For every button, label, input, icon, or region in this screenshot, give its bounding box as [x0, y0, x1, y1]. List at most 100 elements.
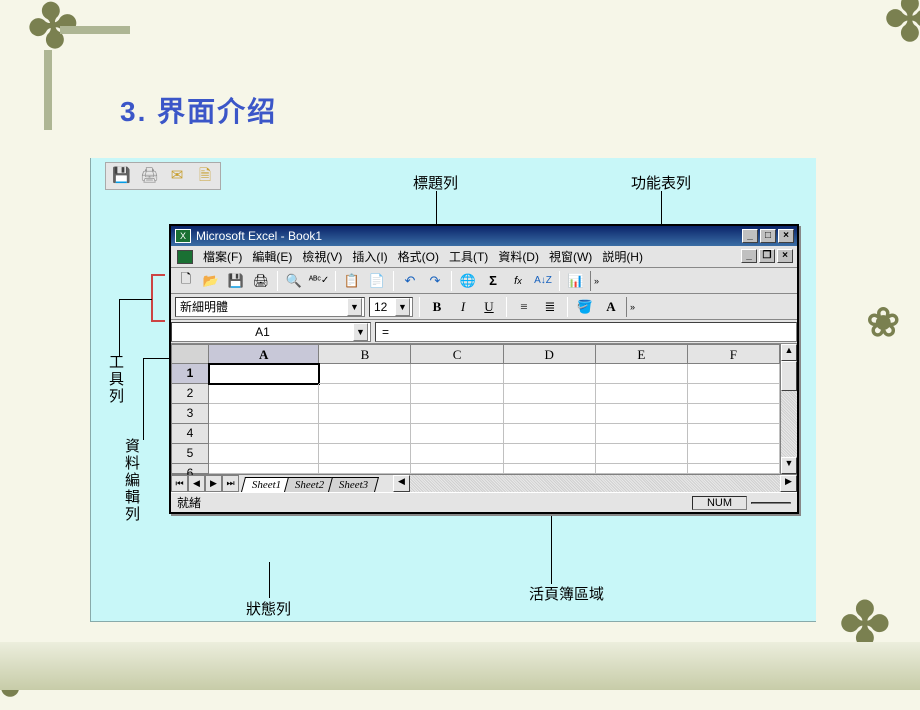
cell[interactable]: [319, 404, 411, 424]
paste-icon[interactable]: 📄: [366, 271, 388, 291]
row-header[interactable]: 4: [171, 424, 209, 444]
cell[interactable]: [596, 444, 688, 464]
select-all-corner[interactable]: [171, 344, 209, 364]
undo-icon[interactable]: ↶: [399, 271, 421, 291]
cell[interactable]: [411, 404, 503, 424]
cell[interactable]: [504, 444, 596, 464]
underline-button[interactable]: U: [478, 297, 500, 317]
maximize-button[interactable]: □: [760, 229, 776, 243]
row-header[interactable]: 5: [171, 444, 209, 464]
autosum-icon[interactable]: Σ: [482, 271, 504, 291]
cell-A1[interactable]: [209, 364, 319, 384]
cell[interactable]: [209, 404, 319, 424]
row-header[interactable]: 3: [171, 404, 209, 424]
scroll-right-icon[interactable]: ▶: [780, 475, 797, 492]
window-titlebar[interactable]: X Microsoft Excel - Book1 _ □ ×: [171, 226, 797, 246]
chart-icon[interactable]: 📊: [565, 271, 587, 291]
cell[interactable]: [319, 384, 411, 404]
row-header[interactable]: 6: [171, 464, 209, 474]
cell[interactable]: [504, 364, 596, 384]
function-icon[interactable]: fx: [507, 271, 529, 291]
name-box[interactable]: A1 ▼: [171, 322, 371, 342]
cell[interactable]: [688, 404, 780, 424]
cell[interactable]: [209, 444, 319, 464]
cell[interactable]: [504, 384, 596, 404]
italic-button[interactable]: I: [452, 297, 474, 317]
align-left-button[interactable]: ≡: [513, 297, 535, 317]
bold-button[interactable]: B: [426, 297, 448, 317]
hyperlink-icon[interactable]: 🌐: [457, 271, 479, 291]
cell[interactable]: [411, 444, 503, 464]
toolbar-more-icon[interactable]: »: [590, 271, 602, 291]
doc-close-button[interactable]: ×: [777, 249, 793, 263]
col-header[interactable]: D: [504, 344, 596, 364]
menu-window[interactable]: 視窗(W): [545, 246, 596, 267]
chevron-down-icon[interactable]: ▼: [395, 298, 410, 316]
menu-edit[interactable]: 編輯(E): [248, 246, 296, 267]
cell[interactable]: [596, 384, 688, 404]
font-name-combo[interactable]: 新細明體 ▼: [175, 297, 365, 317]
doc-minimize-button[interactable]: _: [741, 249, 757, 263]
menu-help[interactable]: 説明(H): [598, 246, 647, 267]
align-center-button[interactable]: ≣: [539, 297, 561, 317]
cell[interactable]: [209, 384, 319, 404]
cell[interactable]: [411, 424, 503, 444]
scroll-down-icon[interactable]: ▼: [781, 457, 797, 474]
formula-input[interactable]: =: [375, 322, 797, 342]
col-header[interactable]: C: [411, 344, 503, 364]
font-color-button[interactable]: A: [600, 297, 622, 317]
cell[interactable]: [319, 424, 411, 444]
menu-file[interactable]: 檔案(F): [199, 246, 246, 267]
close-button[interactable]: ×: [778, 229, 794, 243]
print-icon[interactable]: 🖨: [140, 167, 158, 185]
col-header[interactable]: A: [209, 344, 319, 364]
cell[interactable]: [319, 364, 411, 384]
spellcheck-icon[interactable]: ᴬᴮᶜ✓: [308, 271, 330, 291]
toolbar-more-icon[interactable]: »: [626, 297, 638, 317]
cell[interactable]: [504, 404, 596, 424]
new-icon[interactable]: 🗋: [175, 271, 197, 291]
cell[interactable]: [688, 424, 780, 444]
menu-data[interactable]: 資料(D): [494, 246, 543, 267]
cell[interactable]: [688, 464, 780, 474]
cell[interactable]: [411, 464, 503, 474]
cell[interactable]: [504, 424, 596, 444]
print-icon[interactable]: 🖨: [250, 271, 272, 291]
tab-last-icon[interactable]: ⏭: [222, 475, 239, 492]
cell[interactable]: [596, 364, 688, 384]
menu-tools[interactable]: 工具(T): [445, 246, 492, 267]
row-header[interactable]: 1: [171, 364, 209, 384]
fill-color-button[interactable]: 🪣: [574, 297, 596, 317]
vertical-scrollbar[interactable]: ▲ ▼: [780, 344, 797, 474]
redo-icon[interactable]: ↷: [424, 271, 446, 291]
cell[interactable]: [411, 384, 503, 404]
mail-icon[interactable]: ✉: [168, 167, 186, 185]
scroll-thumb[interactable]: [781, 361, 797, 391]
copy-icon[interactable]: 📋: [341, 271, 363, 291]
cell[interactable]: [209, 464, 319, 474]
cell[interactable]: [504, 464, 596, 474]
tab-prev-icon[interactable]: ◀: [188, 475, 205, 492]
doc-restore-button[interactable]: ❐: [759, 249, 775, 263]
print-preview-icon[interactable]: 🔍: [283, 271, 305, 291]
menu-insert[interactable]: 插入(I): [348, 246, 391, 267]
chevron-down-icon[interactable]: ▼: [353, 323, 368, 341]
sort-icon[interactable]: A↓Z: [532, 271, 554, 291]
open-icon[interactable]: 📂: [200, 271, 222, 291]
sheet-tab-3[interactable]: Sheet3: [328, 477, 379, 492]
save-icon[interactable]: 💾: [112, 167, 130, 185]
cell[interactable]: [596, 404, 688, 424]
cell[interactable]: [688, 384, 780, 404]
cell[interactable]: [319, 444, 411, 464]
save-icon[interactable]: 💾: [225, 271, 247, 291]
row-header[interactable]: 2: [171, 384, 209, 404]
scroll-up-icon[interactable]: ▲: [781, 344, 797, 361]
cell[interactable]: [596, 424, 688, 444]
menu-format[interactable]: 格式(O): [394, 246, 443, 267]
tab-next-icon[interactable]: ▶: [205, 475, 222, 492]
cell[interactable]: [411, 364, 503, 384]
cell[interactable]: [319, 464, 411, 474]
menu-view[interactable]: 檢視(V): [298, 246, 346, 267]
print-preview-icon[interactable]: 🗎: [196, 167, 214, 185]
minimize-button[interactable]: _: [742, 229, 758, 243]
